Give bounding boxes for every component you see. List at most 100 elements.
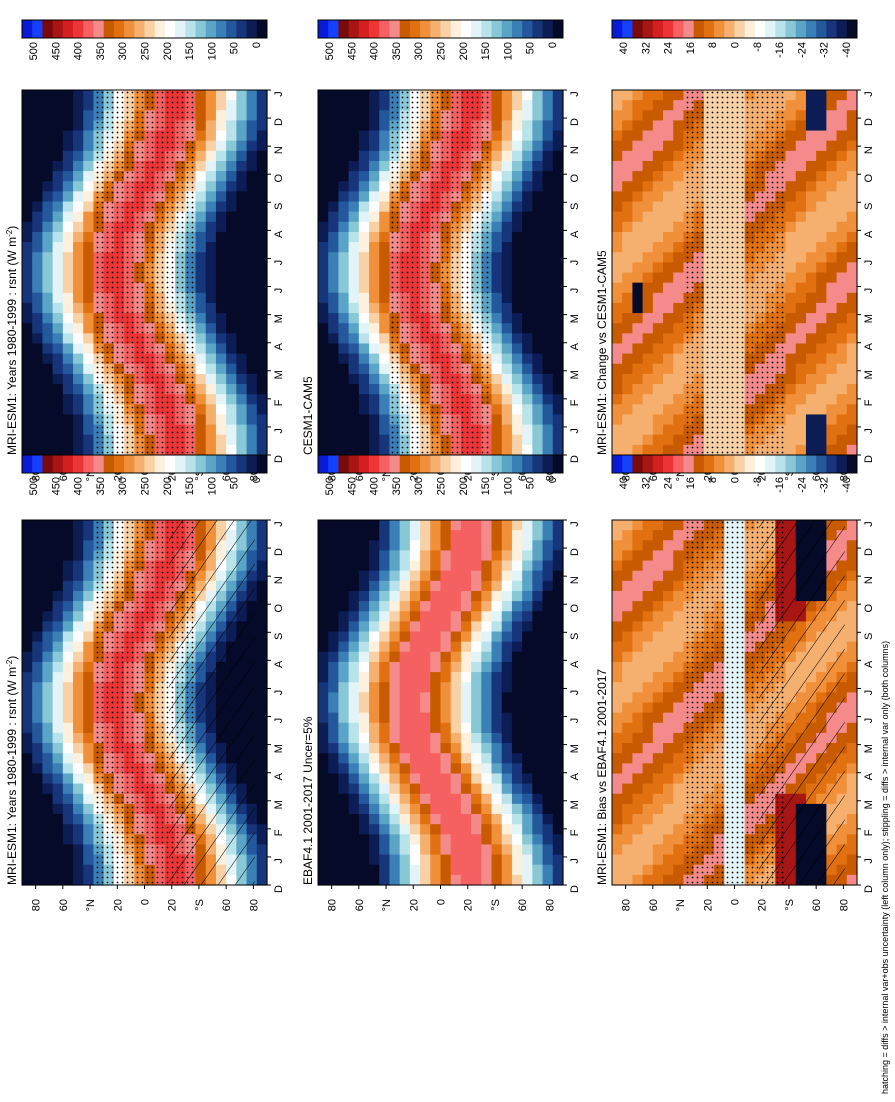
heatmap-cell <box>522 844 533 856</box>
heatmap-cell <box>52 150 64 162</box>
heatmap-cell <box>369 231 380 243</box>
heatmap-cell <box>73 150 84 162</box>
heatmap-cell <box>246 110 258 122</box>
heatmap-cell <box>379 292 391 304</box>
heatmap-cell <box>348 292 360 304</box>
heatmap-cell <box>460 631 472 643</box>
heatmap-cell <box>246 100 258 111</box>
heatmap-cell <box>399 550 411 562</box>
heatmap-cell <box>338 560 350 572</box>
heatmap-cell <box>195 424 207 436</box>
heatmap-cell <box>409 773 421 785</box>
heatmap-cell <box>663 722 674 734</box>
heatmap-cell <box>532 803 544 815</box>
heatmap-cell <box>542 110 554 122</box>
heatmap-cell <box>83 793 95 805</box>
heatmap-cell <box>348 712 360 724</box>
heatmap-cell <box>430 844 442 856</box>
heatmap-cell <box>450 570 462 582</box>
heatmap-cell <box>532 353 544 365</box>
heatmap-cell <box>532 252 544 263</box>
heatmap-cell <box>652 773 664 785</box>
heatmap-cell <box>389 803 401 815</box>
heatmap-cell <box>420 682 431 693</box>
heatmap-cell <box>256 651 268 663</box>
heatmap-cell <box>52 363 64 375</box>
heatmap-cell <box>652 211 664 223</box>
heatmap-cell <box>440 702 452 714</box>
heatmap-cell <box>42 834 54 846</box>
heatmap-cell <box>652 343 664 355</box>
lat-label: 80 <box>327 899 339 911</box>
heatmap-cell <box>379 743 391 754</box>
heatmap-cell <box>642 854 654 866</box>
heatmap-cell <box>542 682 554 693</box>
heatmap-cell <box>369 90 380 101</box>
heatmap-cell <box>622 404 634 416</box>
heatmap-cell <box>652 444 664 456</box>
heatmap-cell <box>622 333 634 345</box>
heatmap-cell <box>663 394 674 405</box>
heatmap-cell <box>358 793 370 805</box>
heatmap-cell <box>246 242 258 253</box>
heatmap-cell <box>369 834 380 846</box>
heatmap-cell <box>430 854 442 866</box>
heatmap-cell <box>318 140 329 152</box>
month-label: O <box>569 174 581 183</box>
heatmap-cell <box>338 313 350 324</box>
heatmap-cell <box>542 834 554 846</box>
heatmap-cell <box>471 712 482 724</box>
heatmap-cell <box>318 601 329 612</box>
heatmap-cell <box>348 570 360 582</box>
heatmap-cell <box>62 384 74 395</box>
heatmap-cell <box>379 120 391 132</box>
heatmap-cell <box>532 621 544 633</box>
heatmap-cell <box>256 160 268 172</box>
heatmap-cell <box>389 672 401 683</box>
heatmap-cell <box>73 323 84 334</box>
heatmap-cell <box>42 363 54 375</box>
heatmap-cell <box>73 140 84 152</box>
heatmap-cell <box>236 313 248 324</box>
heatmap-cell <box>522 242 533 253</box>
heatmap-cell <box>846 824 858 835</box>
heatmap-cell <box>369 560 380 572</box>
heatmap-cell <box>256 181 268 192</box>
heatmap-cell <box>52 651 64 663</box>
heatmap-cell <box>420 570 431 582</box>
heatmap-cell <box>389 712 401 724</box>
heatmap-cell <box>379 201 391 213</box>
heatmap-cell <box>83 211 95 223</box>
heatmap-cell <box>642 814 654 825</box>
heatmap-cell <box>83 590 95 602</box>
heatmap-cell <box>215 181 227 192</box>
heatmap-cell <box>22 140 33 152</box>
heatmap-cell <box>460 773 472 785</box>
heatmap-cell <box>42 110 54 122</box>
heatmap-cell <box>501 844 513 856</box>
heatmap-cell <box>522 672 533 683</box>
heatmap-cell <box>256 282 268 294</box>
heatmap-cell <box>328 672 340 683</box>
heatmap-cell <box>450 672 462 683</box>
heatmap-cell <box>52 702 64 714</box>
heatmap-cell <box>256 424 268 436</box>
heatmap-cell <box>450 783 462 795</box>
heatmap-cell <box>318 90 329 101</box>
heatmap-cell <box>369 181 380 192</box>
heatmap-cell <box>552 874 564 886</box>
heatmap-cell <box>511 570 523 582</box>
lat-label: 80 <box>621 899 633 911</box>
heatmap-cell <box>673 793 685 805</box>
heatmap-cell <box>358 682 370 693</box>
footnote: hatching = diffs > internal var+obs unce… <box>880 641 890 1094</box>
heatmap-cell <box>491 590 503 602</box>
heatmap-cell <box>22 793 33 805</box>
heatmap-cell <box>642 560 654 572</box>
heatmap-cell <box>389 834 401 846</box>
heatmap-cell <box>246 160 258 172</box>
heatmap-cell <box>542 373 554 385</box>
heatmap-cell <box>552 682 564 693</box>
heatmap-cell <box>652 292 664 304</box>
heatmap-cell <box>491 844 503 856</box>
